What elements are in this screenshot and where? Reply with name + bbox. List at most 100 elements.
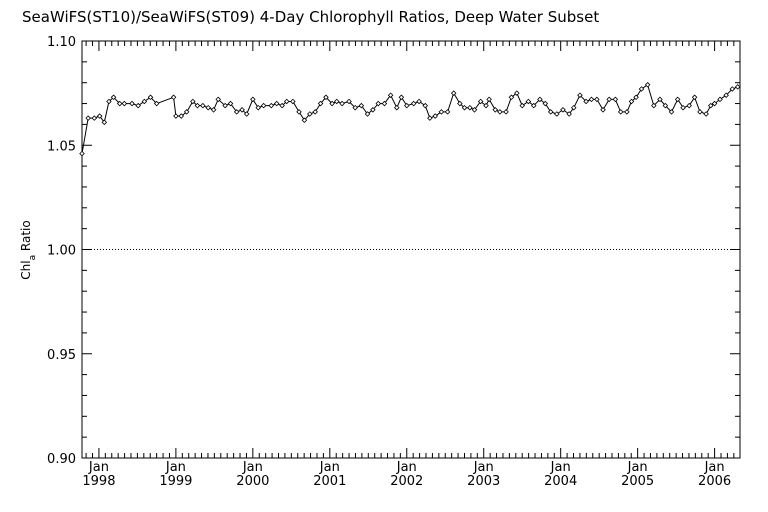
y-tick-label: 1.00 xyxy=(47,244,76,259)
data-point xyxy=(651,102,657,109)
data-point xyxy=(398,94,405,101)
data-point xyxy=(79,150,85,157)
data-point xyxy=(497,109,503,115)
data-point xyxy=(606,96,612,103)
data-point xyxy=(457,100,463,107)
data-point xyxy=(624,109,630,115)
data-point xyxy=(329,100,335,107)
data-point xyxy=(416,98,422,105)
data-point xyxy=(307,111,313,117)
data-point xyxy=(525,98,532,105)
data-point xyxy=(110,94,117,101)
data-point xyxy=(450,90,457,96)
data-point xyxy=(170,94,177,101)
data-point xyxy=(173,113,179,119)
data-point xyxy=(571,104,577,111)
data-point xyxy=(250,96,256,103)
data-point xyxy=(657,96,663,103)
data-point xyxy=(233,109,240,115)
series-line xyxy=(81,83,738,154)
data-point xyxy=(96,113,103,119)
x-tick-label-year: 2000 xyxy=(236,474,269,489)
x-tick-label-month: Jan xyxy=(473,460,494,475)
data-point xyxy=(239,107,245,113)
data-point xyxy=(200,102,206,109)
data-point xyxy=(560,107,566,113)
x-tick-label-month: Jan xyxy=(627,460,648,475)
data-point xyxy=(600,107,606,113)
data-point xyxy=(729,86,736,92)
data-point xyxy=(477,98,484,105)
x-tick-label-year: 1998 xyxy=(82,474,115,489)
y-axis-label-tail: Ratio xyxy=(19,220,33,255)
data-point xyxy=(662,102,669,109)
data-point xyxy=(121,100,128,107)
data-point xyxy=(215,96,221,103)
data-point xyxy=(333,98,340,105)
data-point xyxy=(358,102,365,109)
chart-title: SeaWiFS(ST10)/SeaWiFS(ST09) 4-Day Chloro… xyxy=(22,8,599,26)
data-point xyxy=(486,96,492,103)
data-point xyxy=(680,104,686,111)
data-point xyxy=(260,102,267,109)
data-point xyxy=(577,92,583,98)
data-point xyxy=(717,96,723,103)
data-point xyxy=(492,107,499,113)
data-point xyxy=(178,113,185,119)
data-point xyxy=(243,111,250,117)
data-point xyxy=(101,119,108,126)
data-point xyxy=(438,109,445,115)
y-tick-label: 1.05 xyxy=(47,139,76,154)
series-group xyxy=(79,82,741,157)
data-point xyxy=(697,109,703,115)
data-point xyxy=(432,113,439,119)
data-point xyxy=(542,100,549,107)
data-point xyxy=(537,96,543,103)
data-point xyxy=(273,100,280,107)
y-axis-label-sub: a xyxy=(28,255,38,261)
data-point xyxy=(519,102,525,109)
data-point xyxy=(691,94,698,101)
data-point xyxy=(153,100,160,107)
data-point xyxy=(734,84,741,90)
x-tick-label-month: Jan xyxy=(704,460,725,475)
data-point xyxy=(404,102,410,109)
data-point xyxy=(723,92,729,98)
data-point xyxy=(375,100,382,107)
data-point xyxy=(393,104,400,111)
data-point xyxy=(471,107,478,113)
data-point xyxy=(483,102,489,109)
data-point xyxy=(583,98,589,105)
x-tick-label-month: Jan xyxy=(396,460,417,475)
data-point xyxy=(628,98,635,105)
data-point xyxy=(301,117,308,123)
y-axis: 0.90 0.95 1.00 1.05 1.10 xyxy=(47,35,740,467)
y-tick-label: 1.10 xyxy=(47,35,76,50)
data-point xyxy=(255,104,262,111)
data-point xyxy=(296,109,302,115)
data-point xyxy=(317,100,324,107)
data-point xyxy=(707,102,714,109)
data-point xyxy=(290,98,296,105)
data-point xyxy=(283,98,290,105)
data-point xyxy=(503,109,509,115)
data-point xyxy=(106,98,112,105)
x-tick-label-year: 2002 xyxy=(390,474,423,489)
x-tick-label-year: 2006 xyxy=(698,474,731,489)
data-point xyxy=(194,102,201,109)
data-point xyxy=(129,100,135,107)
x-tick-label-month: Jan xyxy=(319,460,340,475)
data-point xyxy=(279,102,285,109)
x-tick-label-year: 2001 xyxy=(313,474,346,489)
data-point xyxy=(339,100,345,107)
data-point xyxy=(612,96,619,103)
data-point xyxy=(227,100,234,107)
x-tick-label-year: 1999 xyxy=(159,474,192,489)
x-tick-label-month: Jan xyxy=(88,460,109,475)
x-tick-label-month: Jan xyxy=(550,460,571,475)
data-point xyxy=(638,86,645,92)
data-point xyxy=(644,82,651,88)
data-point xyxy=(668,109,675,115)
data-point xyxy=(116,100,123,107)
